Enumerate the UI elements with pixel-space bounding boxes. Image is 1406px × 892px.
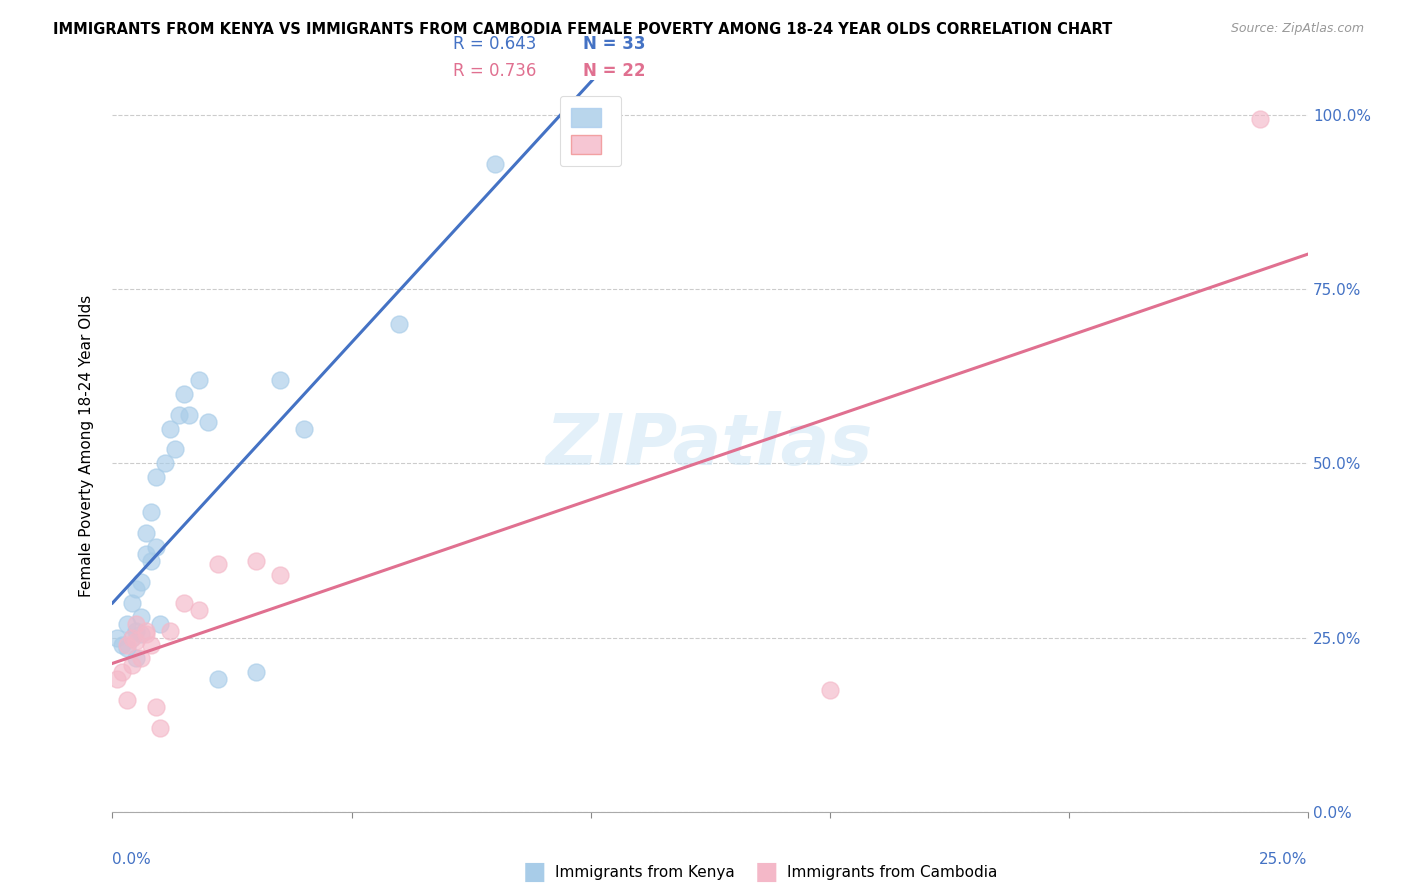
Point bbox=[125, 651, 148, 665]
Point bbox=[149, 616, 172, 631]
Point bbox=[135, 627, 157, 641]
Point bbox=[269, 373, 291, 387]
Point bbox=[105, 673, 128, 687]
Text: Source: ZipAtlas.com: Source: ZipAtlas.com bbox=[1230, 22, 1364, 36]
Point bbox=[115, 616, 138, 631]
Text: 0.0%: 0.0% bbox=[112, 852, 152, 867]
Legend: , : , bbox=[560, 96, 621, 166]
Text: ■: ■ bbox=[523, 861, 546, 884]
Point bbox=[187, 603, 209, 617]
Point bbox=[145, 700, 167, 714]
Point bbox=[125, 582, 148, 596]
Point bbox=[115, 638, 138, 652]
Point bbox=[125, 616, 148, 631]
Point bbox=[129, 627, 152, 641]
Text: R = 0.643: R = 0.643 bbox=[453, 35, 536, 53]
Point bbox=[145, 470, 167, 484]
Point bbox=[818, 682, 841, 697]
Text: ■: ■ bbox=[755, 861, 778, 884]
Point bbox=[153, 457, 176, 471]
Text: N = 22: N = 22 bbox=[583, 62, 645, 79]
Point bbox=[269, 567, 291, 582]
Point bbox=[135, 624, 157, 638]
Point bbox=[125, 624, 148, 638]
Point bbox=[187, 373, 209, 387]
Point bbox=[177, 408, 200, 422]
Point bbox=[139, 505, 162, 519]
Point bbox=[159, 624, 181, 638]
Point bbox=[245, 665, 267, 680]
Point bbox=[245, 554, 267, 568]
Point bbox=[111, 638, 134, 652]
Point bbox=[1249, 112, 1271, 126]
Point bbox=[105, 631, 128, 645]
Point bbox=[129, 609, 152, 624]
Point bbox=[207, 558, 229, 572]
Point bbox=[139, 638, 162, 652]
Point bbox=[129, 651, 152, 665]
Point bbox=[484, 157, 506, 171]
Text: ZIPatlas: ZIPatlas bbox=[547, 411, 873, 481]
Point bbox=[115, 640, 138, 655]
Point bbox=[125, 634, 148, 648]
Point bbox=[163, 442, 186, 457]
Point bbox=[139, 554, 162, 568]
Point bbox=[173, 386, 195, 401]
Point bbox=[121, 658, 143, 673]
Point bbox=[129, 574, 152, 589]
Text: R = 0.736: R = 0.736 bbox=[453, 62, 536, 79]
Point bbox=[111, 665, 134, 680]
Point bbox=[121, 596, 143, 610]
Point bbox=[121, 631, 143, 645]
Point bbox=[173, 596, 195, 610]
Point bbox=[149, 721, 172, 735]
Y-axis label: Female Poverty Among 18-24 Year Olds: Female Poverty Among 18-24 Year Olds bbox=[79, 295, 94, 597]
Point bbox=[115, 693, 138, 707]
Text: IMMIGRANTS FROM KENYA VS IMMIGRANTS FROM CAMBODIA FEMALE POVERTY AMONG 18-24 YEA: IMMIGRANTS FROM KENYA VS IMMIGRANTS FROM… bbox=[53, 22, 1112, 37]
Point bbox=[197, 415, 219, 429]
Point bbox=[121, 631, 143, 645]
Text: Immigrants from Kenya: Immigrants from Kenya bbox=[555, 865, 735, 880]
Text: Immigrants from Cambodia: Immigrants from Cambodia bbox=[787, 865, 998, 880]
Point bbox=[135, 526, 157, 541]
Point bbox=[292, 421, 315, 435]
Text: N = 33: N = 33 bbox=[583, 35, 645, 53]
Point bbox=[207, 673, 229, 687]
Point bbox=[159, 421, 181, 435]
Point bbox=[388, 317, 411, 331]
Point bbox=[135, 547, 157, 561]
Text: 25.0%: 25.0% bbox=[1260, 852, 1308, 867]
Point bbox=[169, 408, 191, 422]
Point bbox=[145, 540, 167, 554]
